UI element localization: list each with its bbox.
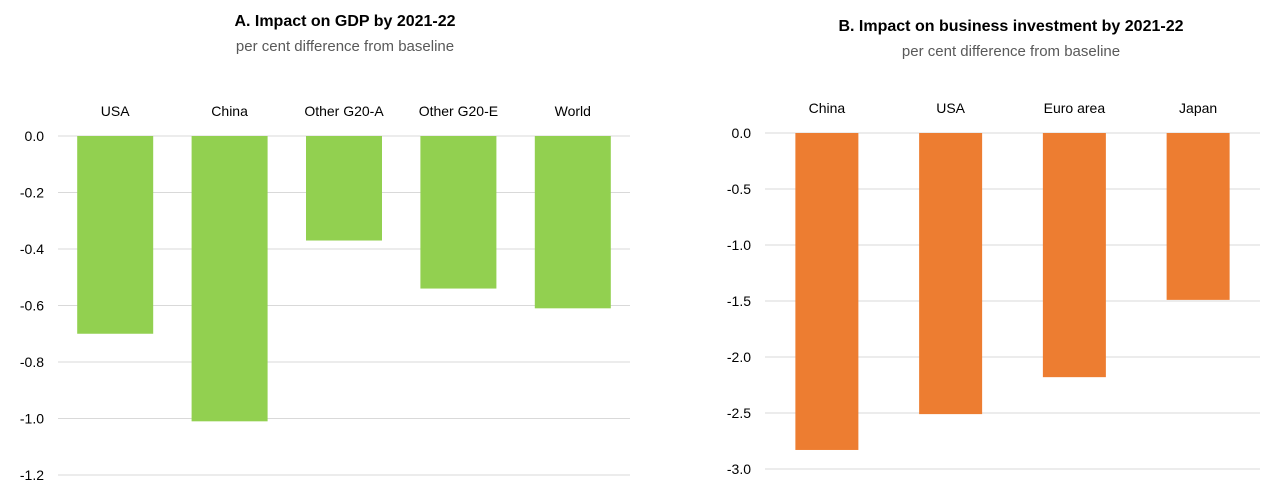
chart-b-category-label: USA [936, 100, 965, 116]
chart-a-y-tick-label: -1.0 [20, 411, 44, 427]
chart-a-bar-china [191, 136, 268, 422]
chart-a-y-tick-label: -0.2 [20, 185, 44, 201]
chart-a-bar-other-g20-a [306, 136, 382, 241]
chart-b-y-axis: 0.0 -0.5 -1.0 -1.5 -2.0 -2.5 -3.0 [727, 125, 751, 477]
chart-b-bar-euro-area [1042, 133, 1106, 378]
chart-a-gridlines [58, 135, 630, 476]
chart-b-title: B. Impact on business investment by 2021… [838, 18, 1183, 35]
chart-b-y-tick-label: -2.0 [727, 349, 751, 365]
chart-b-category-label: Euro area [1044, 100, 1106, 116]
chart-b-y-tick-label: -0.5 [727, 181, 751, 197]
chart-a-bar-world [534, 136, 611, 309]
chart-b-category-label: Japan [1179, 100, 1217, 116]
chart-b-category-label: China [809, 100, 846, 116]
chart-b-category-labels: China USA Euro area Japan [809, 100, 1218, 116]
chart-b-bar-japan [1166, 133, 1230, 300]
chart-panel-a: A. Impact on GDP by 2021-22 per cent dif… [20, 13, 630, 481]
chart-a-y-tick-label: -0.4 [20, 241, 44, 257]
chart-a-y-axis: 0.0 -0.2 -0.4 -0.6 -0.8 -1.0 -1.2 [20, 128, 44, 481]
chart-b-y-tick-label: -1.5 [727, 293, 751, 309]
chart-b-y-tick-label: 0.0 [732, 125, 752, 141]
chart-a-y-tick-label: -0.6 [20, 298, 44, 314]
chart-b-y-tick-label: -3.0 [727, 461, 751, 477]
chart-b-y-tick-label: -2.5 [727, 405, 751, 421]
chart-a-category-label: World [555, 103, 591, 119]
chart-a-bars [77, 136, 611, 422]
chart-b-subtitle: per cent difference from baseline [902, 43, 1120, 60]
chart-b-bar-china [795, 133, 859, 450]
chart-a-category-label: Other G20-E [419, 103, 498, 119]
chart-b-bar-usa [919, 133, 983, 415]
chart-a-bar-other-g20-e [420, 136, 497, 289]
chart-b-bars [795, 133, 1230, 450]
chart-a-category-label: USA [101, 103, 130, 119]
chart-b-y-tick-label: -1.0 [727, 237, 751, 253]
chart-a-category-label: China [211, 103, 248, 119]
chart-a-title: A. Impact on GDP by 2021-22 [234, 13, 455, 30]
chart-a-y-tick-label: -1.2 [20, 467, 44, 481]
chart-a-category-label: Other G20-A [304, 103, 384, 119]
chart-a-y-tick-label: 0.0 [25, 128, 45, 144]
chart-a-y-tick-label: -0.8 [20, 354, 44, 370]
chart-panel-b: B. Impact on business investment by 2021… [727, 18, 1260, 477]
chart-a-bar-usa [77, 136, 154, 334]
chart-a-category-labels: USA China Other G20-A Other G20-E World [101, 103, 591, 119]
chart-a-subtitle: per cent difference from baseline [236, 38, 454, 55]
